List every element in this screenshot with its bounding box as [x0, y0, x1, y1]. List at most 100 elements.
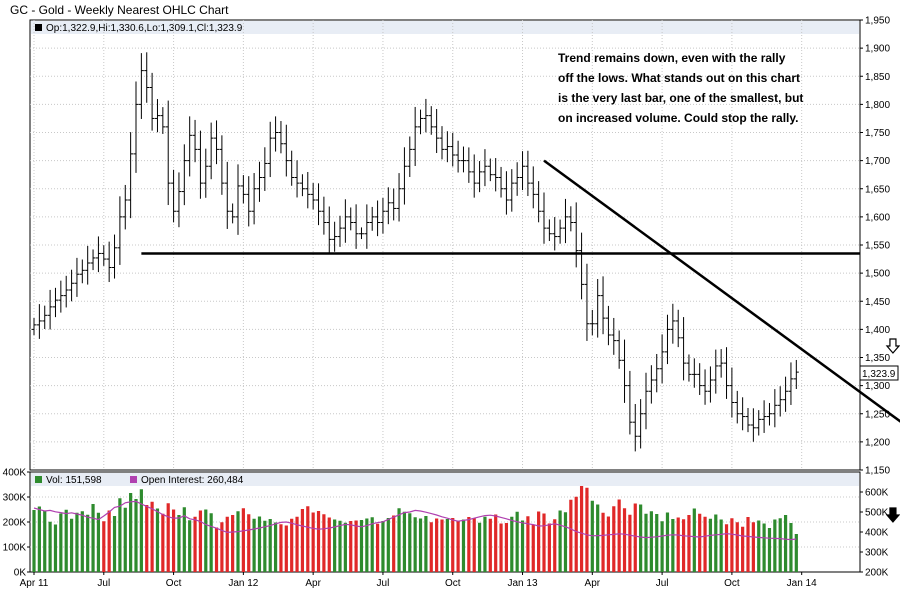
ohlc-bar — [224, 161, 230, 229]
open-interest-tick-label: 200K — [865, 568, 889, 579]
ohlc-bar — [262, 147, 268, 191]
ohlc-bar — [514, 162, 520, 196]
ohlc-bar — [106, 241, 112, 283]
price-tick-label: 1,700 — [865, 156, 890, 167]
volume-bar — [338, 520, 342, 572]
ohlc-bar — [686, 354, 692, 382]
ohlc-bar — [63, 275, 69, 308]
ohlc-bar — [95, 236, 101, 273]
arrow-shape — [885, 507, 900, 523]
volume-bar — [327, 517, 331, 572]
volume-tick-label: 400K — [3, 468, 27, 479]
volume-bar — [783, 515, 788, 572]
volume-bar — [520, 520, 525, 572]
ohlc-bar — [128, 132, 134, 219]
volume-bar — [714, 514, 718, 572]
ohlc-bar — [58, 280, 64, 313]
x-tick-label: Jul — [656, 578, 669, 589]
open-interest-legend: Open Interest: 260,484 — [141, 475, 244, 486]
volume-tick-label: 100K — [3, 543, 27, 554]
price-tick-label: 1,950 — [865, 16, 890, 27]
ohlc-bar — [627, 370, 633, 435]
volume-bar — [161, 513, 165, 572]
annotation-line-1: Trend remains down, even with the rally — [558, 51, 786, 65]
ohlc-bar — [477, 161, 483, 193]
volume-bar — [263, 520, 267, 572]
ohlc-bar — [267, 121, 273, 178]
ohlc-bar — [181, 144, 187, 206]
ohlc-bar — [562, 198, 568, 244]
ohlc-bar — [460, 146, 466, 173]
price-axis: 1,150 1,200 1,250 1,300 1,350 1,400 1,450 1,500… — [860, 16, 890, 477]
ohlc-bar — [691, 358, 697, 388]
ohlc-bars — [31, 52, 799, 452]
ohlc-bar — [638, 399, 644, 449]
volume-bar — [354, 520, 358, 572]
volume-legend-swatch — [35, 476, 42, 483]
ohlc-bar — [729, 367, 735, 418]
ohlc-bar — [557, 219, 563, 244]
ohlc-bar — [310, 183, 316, 210]
open-interest-legend-swatch — [130, 476, 137, 483]
ohlc-bar — [573, 202, 579, 268]
volume-bar — [177, 515, 181, 572]
volume-bar — [676, 517, 680, 572]
volume-bar — [241, 508, 245, 572]
ohlc-bar — [648, 365, 654, 404]
ohlc-bar — [622, 339, 628, 403]
ohlc-bar — [670, 303, 676, 344]
price-tick-label: 1,450 — [865, 297, 890, 308]
volume-bar — [499, 523, 503, 572]
ohlc-bar — [144, 52, 150, 103]
volume-bar — [606, 516, 611, 572]
open-interest-line — [33, 500, 797, 541]
ohlc-bar — [654, 353, 660, 393]
open-interest-tick-label: 300K — [865, 548, 889, 559]
ohlc-bar — [305, 172, 311, 209]
volume-bar — [440, 519, 444, 572]
ohlc-bar — [326, 206, 332, 253]
volume-bar — [461, 519, 466, 572]
volume-bar — [429, 522, 433, 572]
volume-bar — [456, 520, 460, 572]
ohlc-bar — [697, 363, 703, 395]
x-tick-label: Jul — [377, 578, 390, 589]
ohlc-bar — [396, 173, 402, 222]
price-tick-label: 1,800 — [865, 100, 890, 111]
ohlc-bar — [509, 169, 515, 212]
volume-bar — [166, 503, 170, 572]
ohlc-bar — [734, 390, 740, 424]
ohlc-bar — [74, 257, 80, 297]
ohlc-bar — [541, 192, 547, 244]
ohlc-bar — [418, 109, 424, 135]
volume-bar — [247, 514, 251, 572]
volume-bar — [402, 511, 407, 572]
ohlc-bar — [273, 116, 279, 152]
volume-bar — [445, 519, 449, 572]
ohlc-bar — [240, 175, 246, 204]
volume-bar — [601, 512, 605, 572]
volume-bar — [231, 515, 235, 572]
ohlc-bar — [256, 161, 262, 202]
volume-tick-label: 0K — [14, 568, 27, 579]
ohlc-bar — [664, 314, 670, 365]
arrow-down-icon-volume — [885, 507, 900, 523]
ohlc-bar — [643, 372, 649, 430]
price-tick-label: 1,300 — [865, 381, 890, 392]
ohlc-bar — [154, 99, 160, 133]
volume-bar — [504, 523, 509, 572]
volume-axis: 0K 100K 200K 300K 400K — [3, 468, 30, 579]
ohlc-bar — [702, 369, 708, 405]
volume-bar — [349, 521, 353, 572]
volume-bar — [757, 520, 761, 572]
volume-bar — [392, 515, 396, 572]
ohlc-bar — [69, 269, 75, 302]
volume-bar — [649, 511, 653, 572]
ohlc-bar — [772, 389, 778, 428]
volume-bar — [252, 518, 256, 572]
last-close-tag — [859, 365, 899, 381]
price-tick-label: 1,900 — [865, 44, 890, 55]
ohlc-bar — [36, 304, 42, 339]
volume-bar — [204, 509, 208, 572]
volume-bar — [386, 518, 390, 572]
